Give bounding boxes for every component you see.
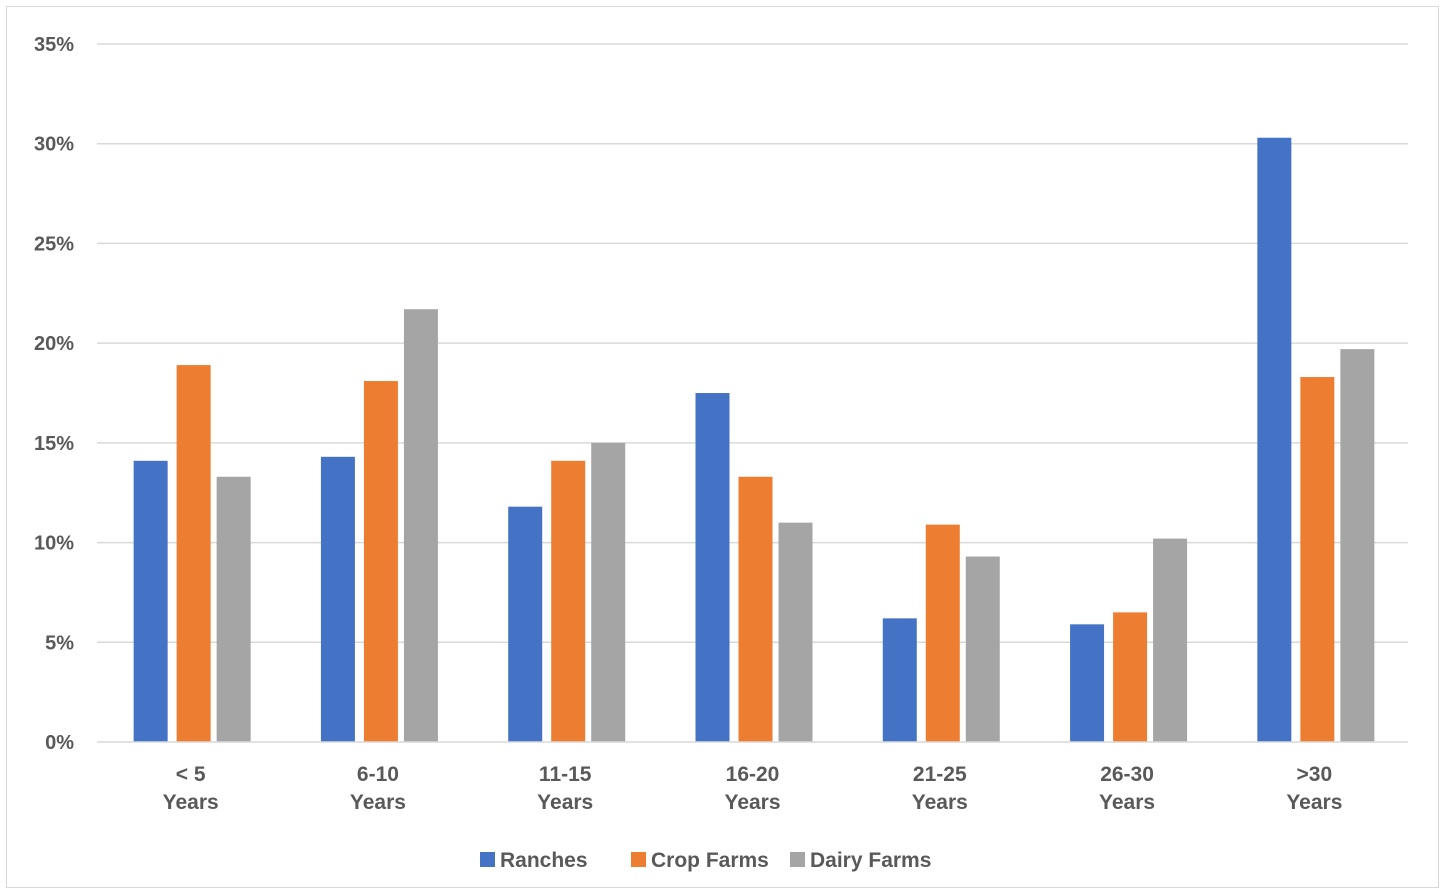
x-tick-label: Years [1099, 791, 1155, 814]
y-tick-label: 30% [34, 134, 74, 156]
x-tick-label: 11-15 [539, 763, 592, 786]
bar-ranches [882, 618, 917, 742]
legend-swatch [790, 852, 805, 867]
bar-crop-farms [738, 476, 773, 742]
bar-ranches [133, 460, 168, 742]
x-tick-label: Years [1286, 791, 1342, 814]
bar-crop-farms [551, 460, 586, 742]
bar-dairy-farms [403, 309, 438, 742]
bar-ranches [1070, 624, 1105, 742]
y-tick-label: 20% [34, 333, 74, 355]
legend-label: Ranches [500, 849, 588, 872]
y-tick-label: 5% [45, 632, 74, 654]
x-tick-label: < 5 [176, 763, 206, 786]
bar-ranches [695, 393, 730, 742]
y-tick-label: 15% [34, 433, 74, 455]
legend-swatch [480, 852, 495, 867]
bar-crop-farms [176, 365, 211, 742]
x-tick-label: 6-10 [357, 763, 399, 786]
y-tick-label: 35% [34, 34, 74, 56]
legend-label: Crop Farms [651, 849, 769, 872]
bar-ranches [320, 456, 355, 742]
legend: Ranches Crop Farms Dairy Farms [480, 849, 931, 872]
bar-crop-farms [1300, 377, 1335, 742]
bar-crop-farms [1113, 612, 1148, 742]
y-tick-label: 0% [45, 732, 74, 754]
bar-dairy-farms [1340, 349, 1375, 742]
bar-ranches [508, 506, 543, 742]
y-axis-ticks: 0% 5% 10% 15% 20% 25% 30% 35% [34, 34, 74, 754]
x-tick-label: 21-25 [913, 763, 967, 786]
bar-dairy-farms [1153, 538, 1188, 742]
x-tick-label: 16-20 [726, 763, 780, 786]
bar-dairy-farms [778, 522, 813, 742]
y-tick-label: 10% [34, 533, 74, 555]
bar-ranches [1257, 137, 1292, 742]
x-tick-label: Years [163, 791, 219, 814]
legend-label: Dairy Farms [810, 849, 931, 872]
bar-dairy-farms [965, 556, 1000, 742]
x-tick-label: Years [912, 791, 968, 814]
x-tick-label: Years [537, 791, 593, 814]
x-tick-label: Years [350, 791, 406, 814]
gridlines [97, 43, 1408, 644]
x-tick-label: >30 [1297, 763, 1333, 786]
x-tick-label: Years [724, 791, 780, 814]
bar-dairy-farms [591, 442, 626, 742]
x-tick-label: 26-30 [1100, 763, 1154, 786]
legend-swatch [631, 852, 646, 867]
x-axis-ticks: < 5 Years 6-10 Years 11-15 Years 16-20 Years 21-… [163, 763, 1343, 814]
bar-crop-farms [925, 524, 960, 742]
bar-dairy-farms [216, 476, 251, 742]
y-tick-label: 25% [34, 233, 74, 255]
bars [133, 137, 1375, 742]
bar-crop-farms [363, 381, 398, 742]
